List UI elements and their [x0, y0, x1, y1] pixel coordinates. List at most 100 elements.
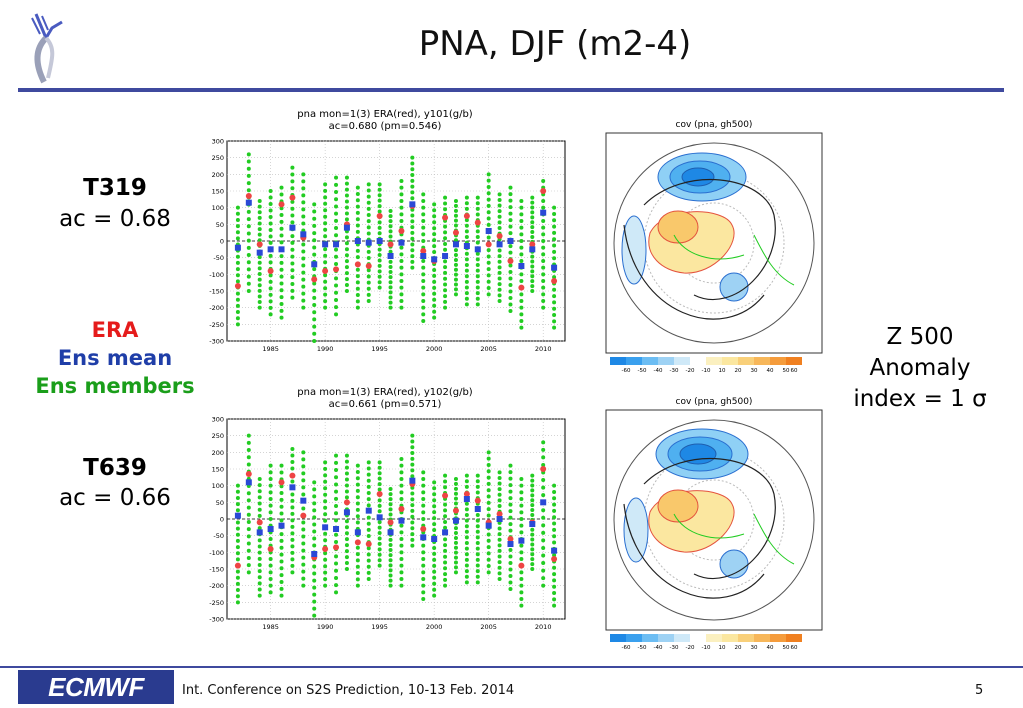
- y-tick-label: 300: [212, 416, 224, 424]
- ens-member-point: [377, 547, 382, 552]
- ens-member-point: [541, 561, 546, 566]
- ens-member-point: [279, 185, 284, 190]
- ens-member-point: [388, 295, 393, 300]
- ens-member-point: [290, 511, 295, 516]
- ens-member-point: [432, 232, 437, 237]
- x-tick-label: 1985: [262, 345, 279, 353]
- ens-member-point: [443, 525, 448, 530]
- ens-member-point: [323, 505, 328, 510]
- ens-member-point: [486, 279, 491, 284]
- ens-member-point: [399, 497, 404, 501]
- ens-member-point: [377, 285, 382, 290]
- ens-member-point: [323, 570, 328, 575]
- ens-member-point: [257, 283, 262, 288]
- ens-member-point: [279, 308, 284, 313]
- ens-member-point: [301, 305, 306, 310]
- era-point: [354, 261, 361, 268]
- ens-member-point: [443, 230, 448, 235]
- ens-member-point: [552, 306, 557, 311]
- ens-mean-point: [398, 517, 405, 524]
- ens-member-point: [432, 303, 437, 308]
- ens-member-point: [475, 234, 480, 239]
- ens-member-point: [453, 570, 458, 575]
- ens-member-point: [334, 511, 339, 516]
- ens-member-point: [290, 172, 295, 177]
- ens-member-point: [290, 537, 295, 542]
- ens-member-point: [464, 507, 469, 512]
- ens-member-point: [257, 288, 262, 293]
- era-point: [354, 539, 361, 546]
- ens-member-point: [366, 466, 371, 471]
- ens-member-point: [399, 537, 404, 541]
- ens-member-point: [323, 253, 328, 258]
- ens-member-point: [443, 566, 448, 571]
- ens-member-point: [388, 214, 393, 219]
- y-tick-label: -250: [209, 599, 224, 607]
- era-point: [256, 519, 263, 526]
- ens-member-point: [344, 277, 349, 282]
- ens-member-point: [268, 234, 273, 239]
- ens-member-point: [290, 247, 295, 252]
- ens-member-point: [344, 181, 349, 186]
- ens-member-point: [497, 543, 502, 548]
- ens-mean-point: [365, 239, 372, 246]
- ens-member-point: [410, 259, 415, 264]
- ens-member-point: [268, 240, 273, 245]
- ens-member-point: [246, 548, 251, 553]
- ens-member-point: [235, 489, 240, 494]
- ens-member-point: [432, 545, 437, 550]
- ens-member-point: [334, 283, 339, 288]
- ens-member-point: [464, 302, 469, 307]
- ens-member-point: [410, 219, 415, 224]
- x-tick-label: 2005: [480, 345, 497, 353]
- ens-member-point: [497, 554, 502, 559]
- ens-member-point: [235, 273, 240, 278]
- ens-member-point: [541, 583, 546, 588]
- ens-member-point: [410, 196, 415, 201]
- era-point: [474, 219, 481, 226]
- ens-member-point: [257, 210, 262, 215]
- ens-member-point: [421, 517, 426, 521]
- ens-member-point: [235, 267, 240, 272]
- ens-member-point: [257, 495, 262, 500]
- ens-member-point: [497, 577, 502, 581]
- ens-member-point: [486, 481, 491, 486]
- x-tick-label: 1985: [262, 623, 279, 631]
- ens-member-point: [268, 227, 273, 232]
- ens-member-point: [497, 282, 502, 287]
- ens-mean-point: [311, 551, 318, 557]
- ens-member-point: [301, 471, 306, 476]
- ens-member-point: [464, 546, 469, 551]
- ens-member-point: [508, 489, 513, 494]
- era-point: [518, 284, 525, 291]
- ens-member-point: [475, 212, 480, 217]
- ens-member-point: [323, 577, 328, 582]
- y-tick-label: 100: [212, 204, 224, 212]
- ens-member-point: [388, 542, 393, 547]
- ens-mean-point: [431, 536, 438, 542]
- ens-member-point: [432, 569, 437, 574]
- ens-member-point: [246, 238, 251, 243]
- ens-member-point: [290, 165, 295, 170]
- ens-member-point: [279, 491, 284, 496]
- era-point: [311, 276, 318, 283]
- ens-member-point: [497, 254, 502, 259]
- ens-member-point: [355, 185, 360, 190]
- ens-member-point: [530, 567, 535, 571]
- y-tick-label: -100: [209, 549, 224, 557]
- ens-member-point: [552, 515, 557, 520]
- ens-member-point: [279, 226, 284, 231]
- ens-member-point: [486, 551, 491, 556]
- ens-member-point: [399, 577, 404, 581]
- slide-title: PNA, DJF (m2-4): [418, 24, 692, 64]
- ens-member-point: [268, 517, 273, 521]
- ens-member-point: [497, 192, 502, 197]
- ens-member-point: [443, 207, 448, 212]
- ens-member-point: [486, 456, 491, 461]
- ens-member-point: [268, 537, 273, 541]
- ens-member-point: [541, 205, 546, 210]
- ens-member-point: [443, 259, 448, 264]
- ens-member-point: [290, 459, 295, 464]
- ens-member-point: [334, 226, 339, 231]
- ens-member-point: [301, 492, 306, 497]
